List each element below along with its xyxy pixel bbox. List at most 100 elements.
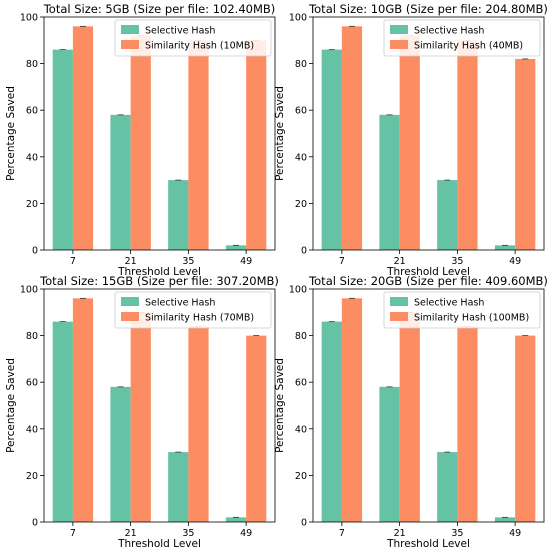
y-tick-label: 20 bbox=[295, 199, 307, 210]
legend-swatch-selective bbox=[390, 25, 408, 34]
y-tick-label: 100 bbox=[289, 13, 307, 24]
bar-similarity-49 bbox=[515, 58, 536, 250]
x-tick-label: 35 bbox=[182, 256, 194, 267]
bar-similarity-7 bbox=[341, 26, 363, 250]
legend-label: Selective Hash bbox=[414, 298, 484, 309]
bar-similarity-7 bbox=[72, 26, 94, 250]
bar-selective-21 bbox=[379, 114, 400, 250]
bar-selective-7 bbox=[52, 49, 73, 251]
y-axis-label: Percentage Saved bbox=[5, 358, 17, 453]
legend-label: Similarity Hash (40MB) bbox=[414, 41, 523, 52]
plot-frame bbox=[312, 288, 545, 523]
legend-label: Similarity Hash (70MB) bbox=[145, 313, 254, 324]
x-tick-label: 21 bbox=[394, 256, 406, 267]
bar-similarity-35 bbox=[457, 40, 478, 250]
plot-frame bbox=[43, 16, 276, 251]
chart-title: Total Size: 20GB (Size per file: 409.60M… bbox=[308, 274, 548, 288]
bar-similarity-21 bbox=[399, 312, 420, 522]
bar-selective-35 bbox=[168, 180, 189, 250]
x-tick-label: 7 bbox=[339, 256, 345, 267]
y-tick-label: 0 bbox=[301, 246, 307, 257]
y-tick-label: 60 bbox=[26, 106, 38, 117]
y-tick-label: 20 bbox=[26, 199, 38, 210]
bar-similarity-35 bbox=[188, 40, 209, 250]
plot-frame bbox=[312, 16, 545, 251]
bar-selective-7 bbox=[321, 49, 342, 251]
bar-selective-49 bbox=[494, 245, 516, 250]
bar-selective-35 bbox=[168, 452, 189, 522]
legend-box bbox=[114, 291, 272, 329]
legend-box bbox=[383, 291, 541, 329]
bar-similarity-35 bbox=[188, 326, 209, 522]
x-tick-label: 49 bbox=[240, 528, 252, 539]
y-tick-label: 40 bbox=[26, 152, 38, 163]
bar-selective-7 bbox=[321, 321, 342, 522]
legend-label: Selective Hash bbox=[145, 298, 215, 309]
chart-title: Total Size: 15GB (Size per file: 307.20M… bbox=[39, 274, 279, 288]
y-tick-label: 80 bbox=[295, 331, 307, 342]
bar-selective-7 bbox=[52, 321, 73, 522]
x-tick-label: 7 bbox=[70, 528, 76, 539]
x-tick-label: 21 bbox=[125, 256, 137, 267]
bar-similarity-49 bbox=[246, 335, 267, 522]
x-tick-label: 7 bbox=[339, 528, 345, 539]
chart-panel-1: Total Size: 5GB (Size per file: 102.40MB… bbox=[5, 2, 276, 278]
legend-box bbox=[383, 19, 541, 57]
y-tick-label: 40 bbox=[295, 424, 307, 435]
x-tick-label: 49 bbox=[240, 256, 252, 267]
bar-similarity-49 bbox=[515, 335, 536, 522]
legend-swatch-similarity bbox=[121, 312, 139, 321]
legend: Selective Hash Similarity Hash (70MB) bbox=[114, 291, 272, 329]
x-tick-label: 21 bbox=[125, 528, 137, 539]
legend-label: Similarity Hash (10MB) bbox=[145, 41, 254, 52]
legend-swatch-selective bbox=[121, 297, 139, 306]
bar-similarity-35 bbox=[457, 326, 478, 522]
plot-frame bbox=[43, 288, 276, 523]
chart-panel-2: Total Size: 10GB (Size per file: 204.80M… bbox=[274, 2, 548, 278]
bar-selective-49 bbox=[225, 517, 247, 522]
bar-selective-21 bbox=[110, 114, 131, 250]
legend-swatch-similarity bbox=[121, 40, 139, 49]
legend: Selective Hash Similarity Hash (10MB) bbox=[114, 19, 272, 57]
bar-selective-49 bbox=[225, 245, 247, 250]
chart-title: Total Size: 10GB (Size per file: 204.80M… bbox=[308, 2, 548, 16]
chart-panel-4: Total Size: 20GB (Size per file: 409.60M… bbox=[274, 274, 548, 549]
bar-selective-21 bbox=[110, 386, 131, 522]
bar-selective-35 bbox=[437, 452, 458, 522]
y-axis-label: Percentage Saved bbox=[5, 86, 17, 181]
bar-selective-21 bbox=[379, 386, 400, 522]
y-tick-label: 60 bbox=[295, 106, 307, 117]
y-tick-label: 40 bbox=[295, 152, 307, 163]
x-tick-label: 35 bbox=[451, 256, 463, 267]
bar-similarity-49 bbox=[246, 40, 267, 250]
y-tick-label: 60 bbox=[26, 378, 38, 389]
bar-similarity-21 bbox=[130, 35, 151, 250]
legend-swatch-selective bbox=[121, 25, 139, 34]
y-axis-label: Percentage Saved bbox=[274, 86, 286, 181]
y-tick-label: 20 bbox=[26, 471, 38, 482]
y-axis-label: Percentage Saved bbox=[274, 358, 286, 453]
y-tick-label: 0 bbox=[32, 518, 38, 529]
y-tick-label: 80 bbox=[295, 59, 307, 70]
legend: Selective Hash Similarity Hash (40MB) bbox=[383, 19, 541, 57]
chart-panel-3: Total Size: 15GB (Size per file: 307.20M… bbox=[5, 274, 279, 549]
bar-similarity-21 bbox=[399, 35, 420, 250]
y-tick-label: 80 bbox=[26, 331, 38, 342]
x-axis-label: Threshold Level bbox=[386, 266, 470, 278]
x-axis-label: Threshold Level bbox=[117, 538, 201, 549]
chart-title: Total Size: 5GB (Size per file: 102.40MB… bbox=[43, 2, 276, 16]
x-tick-label: 35 bbox=[451, 528, 463, 539]
x-tick-label: 49 bbox=[509, 528, 521, 539]
y-tick-label: 80 bbox=[26, 59, 38, 70]
x-tick-label: 35 bbox=[182, 528, 194, 539]
x-axis-label: Threshold Level bbox=[117, 266, 201, 278]
y-tick-label: 0 bbox=[301, 518, 307, 529]
y-tick-label: 100 bbox=[20, 13, 38, 24]
x-tick-label: 21 bbox=[394, 528, 406, 539]
legend-box bbox=[114, 19, 272, 57]
x-axis-label: Threshold Level bbox=[386, 538, 470, 549]
legend-label: Selective Hash bbox=[414, 26, 484, 37]
legend: Selective Hash Similarity Hash (100MB) bbox=[383, 291, 541, 329]
y-tick-label: 20 bbox=[295, 471, 307, 482]
